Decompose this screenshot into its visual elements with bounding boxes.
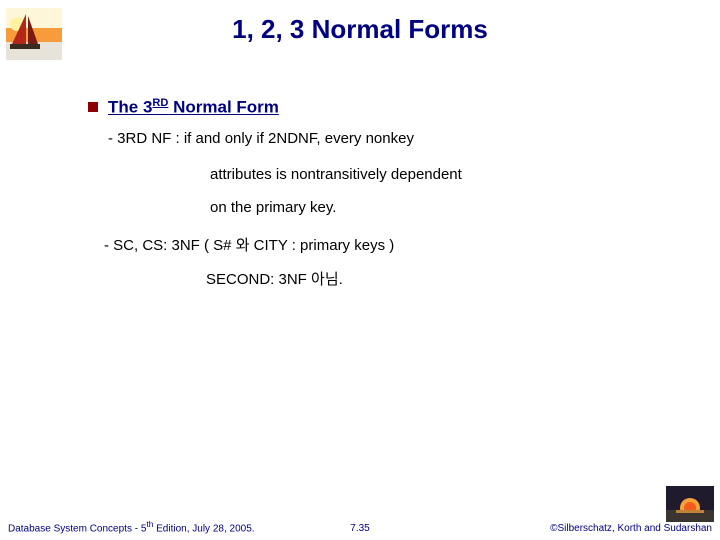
heading-sup: RD bbox=[152, 97, 168, 109]
body-line-0: - 3RD NF : if and only if 2NDNF, every n… bbox=[108, 130, 414, 147]
body-line-2: on the primary key. bbox=[210, 199, 336, 216]
slide-title: 1, 2, 3 Normal Forms bbox=[0, 14, 720, 45]
body-line-1: attributes is nontransitively dependent bbox=[210, 166, 462, 183]
heading-text: The 3RD Normal Form bbox=[108, 97, 279, 118]
heading-pre: The 3 bbox=[108, 98, 152, 117]
logo-sunset bbox=[666, 486, 714, 522]
heading-row: The 3RD Normal Form bbox=[88, 97, 279, 118]
footer-page-number: 7.35 bbox=[350, 523, 369, 534]
bullet-square-icon bbox=[88, 102, 98, 112]
footer: Database System Concepts - 5th Edition, … bbox=[0, 519, 720, 534]
footer-copyright: ©Silberschatz, Korth and Sudarshan bbox=[550, 523, 712, 534]
body-line-4: SECOND: 3NF 아님. bbox=[206, 268, 343, 289]
footer-left: Database System Concepts - 5th Edition, … bbox=[8, 519, 255, 534]
heading-post: Normal Form bbox=[168, 98, 279, 117]
body-line-3: - SC, CS: 3NF ( S# 와 CITY : primary keys… bbox=[104, 234, 394, 255]
